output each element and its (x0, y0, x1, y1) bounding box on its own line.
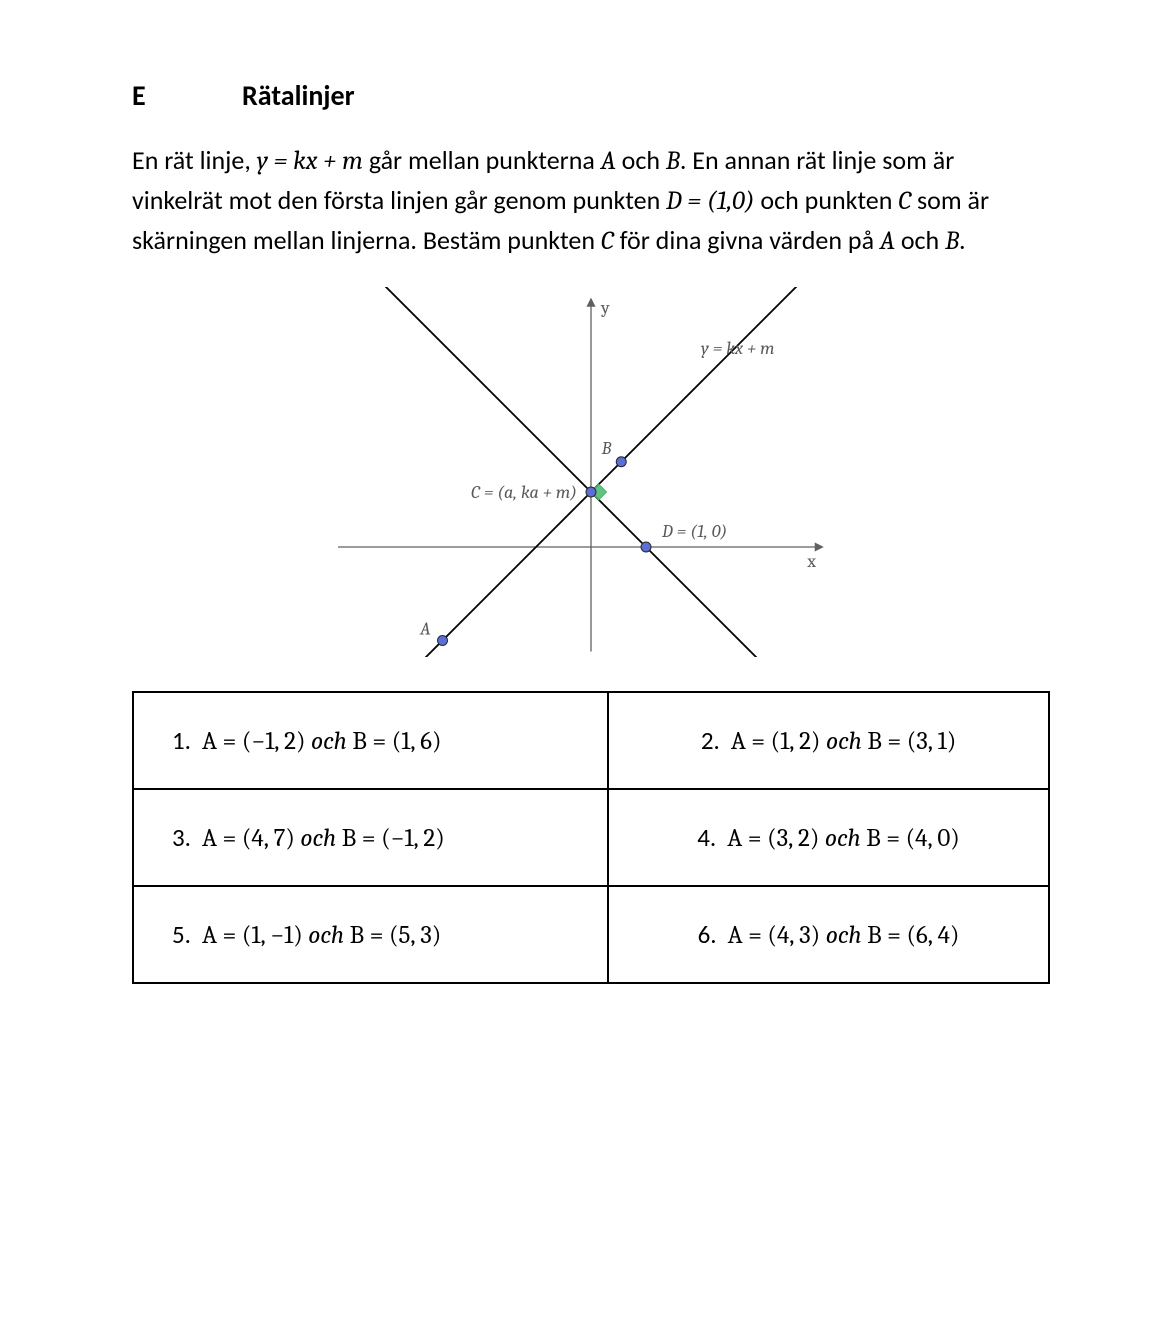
label-B: B (601, 438, 612, 459)
cases-table: 1. A = (−1, 2) och B = (1, 6)2. A = (1, … (132, 691, 1050, 984)
case-cell: 5. A = (1, −1) och B = (5, 3) (133, 886, 608, 983)
label-D: D = (1, 0) (661, 521, 727, 542)
case-number: 2. (701, 725, 720, 756)
var-B: B (342, 824, 356, 853)
text: och (895, 224, 945, 256)
var-A: A (202, 824, 217, 853)
text: och (616, 144, 666, 176)
var-A: A (880, 226, 895, 256)
var-A: A (731, 727, 746, 756)
case-cell: 3. A = (4, 7) och B = (−1, 2) (133, 789, 608, 886)
text: går mellan punkterna (363, 144, 601, 176)
var-A: A (728, 921, 743, 950)
text: En rät linje, (132, 144, 257, 176)
case-cell: 1. A = (−1, 2) och B = (1, 6) (133, 692, 608, 789)
table-row: 5. A = (1, −1) och B = (5, 3)6. A = (4, … (133, 886, 1049, 983)
page: E Rätalinjer En rät linje, y = kx + m gå… (0, 0, 1170, 1044)
inline-equation: y = kx + m (257, 146, 363, 176)
label-A: A (419, 619, 431, 640)
var-A: A (727, 824, 742, 853)
x-axis-label: x (806, 551, 816, 572)
table-row: 1. A = (−1, 2) och B = (1, 6)2. A = (1, … (133, 692, 1049, 789)
value-B: (5, 3) (389, 921, 441, 950)
case-cell: 6. A = (4, 3) och B = (6, 4) (608, 886, 1049, 983)
text: . (959, 224, 966, 256)
var-B: B (350, 921, 364, 950)
var-B: B (867, 727, 881, 756)
value-B: (−1, 2) (381, 824, 445, 853)
var-B: B (352, 727, 366, 756)
case-cell: 2. A = (1, 2) och B = (3, 1) (608, 692, 1049, 789)
y-axis-label: y (600, 298, 610, 319)
value-B: (4, 0) (906, 824, 960, 853)
lines-diagram: y x y = kx + m B D = (1, 0) A C = (a, ka + m) (331, 287, 851, 657)
och-word: och (826, 921, 862, 950)
label-C: C = (a, ka + m) (471, 482, 577, 503)
var-A: A (202, 727, 217, 756)
point-B (616, 457, 626, 467)
value-A: (4, 3) (767, 921, 820, 950)
och-word: och (825, 824, 861, 853)
value-A: (1, −1) (242, 921, 303, 950)
point-A (438, 636, 448, 646)
value-A: (1, 2) (771, 727, 821, 756)
var-B: B (866, 824, 880, 853)
value-A: (3, 2) (767, 824, 819, 853)
value-A: (−1, 2) (242, 727, 306, 756)
var-B: B (666, 146, 680, 176)
point-D (641, 542, 651, 552)
case-number: 3. (172, 822, 191, 853)
och-word: och (826, 727, 862, 756)
case-number: 4. (697, 822, 716, 853)
problem-text: En rät linje, y = kx + m går mellan punk… (132, 141, 1050, 261)
och-word: och (311, 727, 347, 756)
point-C (586, 487, 596, 497)
section-heading: E Rätalinjer (132, 78, 1050, 113)
och-word: och (308, 921, 344, 950)
value-B: (1, 6) (392, 727, 442, 756)
value-B: (3, 1) (907, 727, 957, 756)
var-B: B (945, 226, 959, 256)
figure-container: y x y = kx + m B D = (1, 0) A C = (a, ka + m) (132, 287, 1050, 657)
var-B: B (867, 921, 881, 950)
var-C: C (898, 186, 911, 216)
var-D-eq: D = (1,0) (666, 186, 754, 216)
case-cell: 4. A = (3, 2) och B = (4, 0) (608, 789, 1049, 886)
line-eq-label: y = kx + m (701, 338, 775, 359)
och-word: och (300, 824, 336, 853)
var-A: A (601, 146, 616, 176)
case-number: 6. (698, 919, 717, 950)
section-letter: E (132, 78, 242, 113)
case-number: 1. (172, 725, 191, 756)
table-row: 3. A = (4, 7) och B = (−1, 2)4. A = (3, … (133, 789, 1049, 886)
value-B: (6, 4) (906, 921, 959, 950)
var-A: A (202, 921, 217, 950)
text: för dina givna värden på (614, 224, 880, 256)
text: och punkten (755, 184, 899, 216)
value-A: (4, 7) (242, 824, 295, 853)
case-number: 5. (172, 919, 191, 950)
var-C: C (601, 226, 614, 256)
section-title: Rätalinjer (242, 78, 355, 113)
